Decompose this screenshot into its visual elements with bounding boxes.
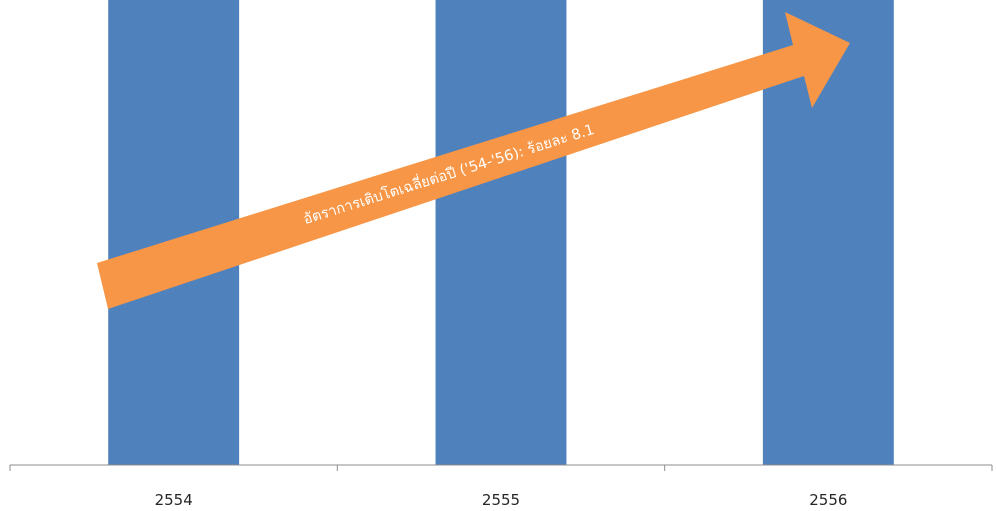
- x-tick-label-2554: 2554: [155, 491, 193, 509]
- x-tick-label-2555: 2555: [482, 491, 520, 509]
- growth-arrow-shape: [97, 12, 850, 309]
- x-tick-label-2556: 2556: [809, 491, 847, 509]
- bar-2555: [435, 0, 567, 465]
- labels-group: 1,71725541,90225552,0072556: [155, 491, 848, 509]
- x-axis: [9, 464, 993, 471]
